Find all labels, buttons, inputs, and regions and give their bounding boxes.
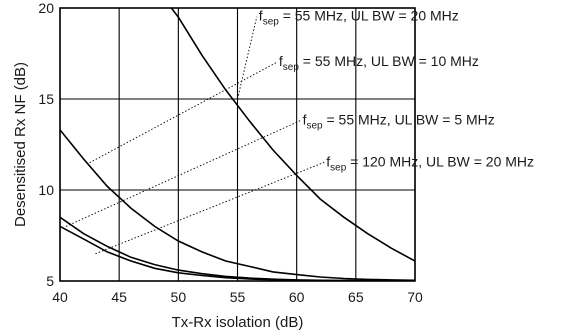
x-tick-labels: 40 45 50 55 60 65 70	[52, 289, 423, 305]
y-tick-label: 5	[46, 273, 54, 289]
plot-frame	[59, 7, 416, 282]
annotation-leaders	[65, 16, 325, 255]
x-tick-label: 70	[407, 289, 423, 305]
x-tick-label: 50	[171, 289, 187, 305]
annotation-leader	[95, 161, 325, 255]
x-tick-label: 40	[52, 289, 68, 305]
annotation-label-2: fsep = 55 MHz, UL BW = 10 MHz	[279, 53, 479, 73]
y-tick-labels: 5 10 15 20	[38, 0, 54, 289]
x-tick-label: 45	[111, 289, 127, 305]
series-line-1	[170, 8, 415, 262]
annotation-label-4: fsep = 120 MHz, UL BW = 20 MHz	[326, 153, 534, 173]
gridlines	[59, 7, 416, 282]
annotation-leader	[237, 16, 258, 100]
x-tick-label: 60	[289, 289, 305, 305]
y-axis-label: Desensitised Rx NF (dB)	[12, 62, 29, 227]
annotation-label-3: fsep = 55 MHz, UL BW = 5 MHz	[303, 111, 495, 131]
series-line-2	[60, 129, 415, 281]
y-tick-label: 15	[38, 91, 54, 107]
x-tick-label: 55	[230, 289, 246, 305]
y-tick-label: 10	[38, 182, 54, 198]
annotation-leader	[89, 61, 278, 164]
x-tick-label: 65	[348, 289, 364, 305]
annotation-label-1: fsep = 55 MHz, UL BW = 20 MHz	[259, 8, 459, 28]
y-tick-label: 20	[38, 0, 54, 16]
annotation-leader	[65, 120, 301, 227]
x-axis-label: Tx-Rx isolation (dB)	[172, 314, 304, 331]
annotation-labels: fsep = 55 MHz, UL BW = 20 MHz fsep = 55 M…	[259, 8, 534, 174]
